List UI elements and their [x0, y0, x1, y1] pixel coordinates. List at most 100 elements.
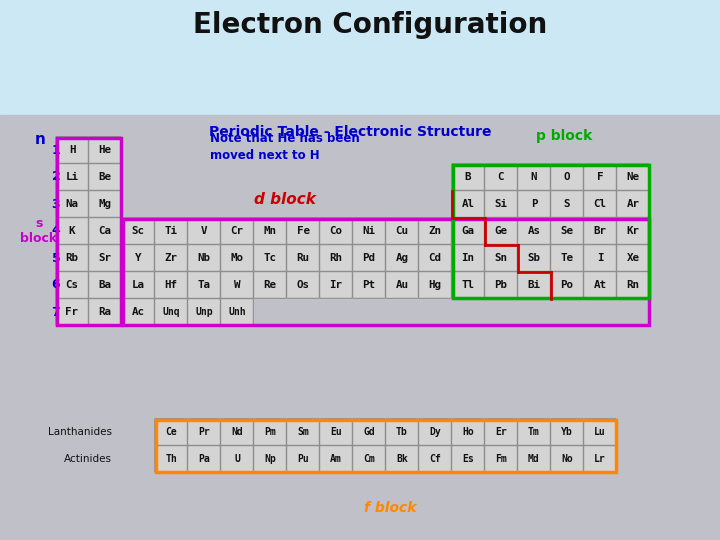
FancyBboxPatch shape [617, 272, 649, 298]
Text: Eu: Eu [330, 427, 342, 437]
FancyBboxPatch shape [353, 272, 385, 298]
Text: Sb: Sb [528, 253, 541, 263]
Text: In: In [462, 253, 474, 263]
FancyBboxPatch shape [122, 272, 154, 298]
FancyBboxPatch shape [485, 272, 517, 298]
FancyBboxPatch shape [485, 164, 517, 190]
Text: Ca: Ca [99, 226, 112, 236]
Text: 1: 1 [52, 144, 60, 157]
Text: Be: Be [99, 172, 112, 182]
FancyBboxPatch shape [451, 191, 485, 217]
FancyBboxPatch shape [221, 218, 253, 244]
FancyBboxPatch shape [89, 272, 121, 298]
FancyBboxPatch shape [485, 191, 517, 217]
FancyBboxPatch shape [451, 272, 485, 298]
FancyBboxPatch shape [155, 446, 187, 472]
FancyBboxPatch shape [584, 272, 616, 298]
Text: Al: Al [462, 199, 474, 209]
FancyBboxPatch shape [188, 272, 220, 298]
Text: Nd: Nd [231, 427, 243, 437]
FancyBboxPatch shape [287, 218, 319, 244]
FancyBboxPatch shape [89, 218, 121, 244]
Text: Cf: Cf [429, 454, 441, 464]
Text: Se: Se [560, 226, 574, 236]
Text: Te: Te [560, 253, 574, 263]
Text: Tb: Tb [396, 427, 408, 437]
Text: Cl: Cl [593, 199, 606, 209]
FancyBboxPatch shape [551, 446, 583, 472]
Text: Bi: Bi [528, 280, 541, 290]
Text: Ir: Ir [330, 280, 343, 290]
FancyBboxPatch shape [617, 245, 649, 271]
FancyBboxPatch shape [386, 418, 418, 445]
FancyBboxPatch shape [320, 272, 352, 298]
Text: Pd: Pd [362, 253, 376, 263]
Text: Pb: Pb [495, 280, 508, 290]
FancyBboxPatch shape [386, 218, 418, 244]
FancyBboxPatch shape [551, 191, 583, 217]
FancyBboxPatch shape [584, 418, 616, 445]
FancyBboxPatch shape [253, 272, 287, 298]
FancyBboxPatch shape [353, 218, 385, 244]
Text: Re: Re [264, 280, 276, 290]
FancyBboxPatch shape [55, 299, 89, 325]
FancyBboxPatch shape [518, 272, 550, 298]
Text: Note that He has been
moved next to H: Note that He has been moved next to H [210, 132, 360, 162]
Text: Ba: Ba [99, 280, 112, 290]
FancyBboxPatch shape [122, 245, 154, 271]
FancyBboxPatch shape [518, 164, 550, 190]
FancyBboxPatch shape [253, 245, 287, 271]
FancyBboxPatch shape [89, 164, 121, 190]
Text: Rb: Rb [66, 253, 78, 263]
Text: Tl: Tl [462, 280, 474, 290]
FancyBboxPatch shape [55, 245, 89, 271]
Text: K: K [68, 226, 76, 236]
FancyBboxPatch shape [188, 299, 220, 325]
FancyBboxPatch shape [419, 218, 451, 244]
Text: No: No [561, 454, 573, 464]
Text: Unq: Unq [162, 307, 180, 317]
Text: Po: Po [560, 280, 574, 290]
FancyBboxPatch shape [55, 137, 89, 163]
Text: Li: Li [66, 172, 78, 182]
Text: Si: Si [495, 199, 508, 209]
FancyBboxPatch shape [155, 418, 187, 445]
Text: Dy: Dy [429, 427, 441, 437]
Text: Th: Th [165, 454, 177, 464]
Text: Cd: Cd [428, 253, 441, 263]
FancyBboxPatch shape [419, 245, 451, 271]
Bar [452, 165, 649, 298]
FancyBboxPatch shape [551, 418, 583, 445]
FancyBboxPatch shape [485, 418, 517, 445]
Text: Sn: Sn [495, 253, 508, 263]
FancyBboxPatch shape [253, 446, 287, 472]
Text: Hf: Hf [164, 280, 178, 290]
FancyBboxPatch shape [551, 245, 583, 271]
Text: He: He [99, 145, 112, 155]
Text: F: F [597, 172, 603, 182]
FancyBboxPatch shape [617, 164, 649, 190]
Text: Cu: Cu [395, 226, 408, 236]
FancyBboxPatch shape [485, 446, 517, 472]
Text: S: S [564, 199, 570, 209]
FancyBboxPatch shape [155, 272, 187, 298]
Text: Ar: Ar [626, 199, 639, 209]
FancyBboxPatch shape [287, 446, 319, 472]
Text: Mn: Mn [264, 226, 276, 236]
Text: Pr: Pr [198, 427, 210, 437]
FancyBboxPatch shape [518, 245, 550, 271]
Text: Fe: Fe [297, 226, 310, 236]
Text: O: O [564, 172, 570, 182]
FancyBboxPatch shape [584, 164, 616, 190]
Text: Au: Au [395, 280, 408, 290]
Text: C: C [498, 172, 504, 182]
Text: Gd: Gd [363, 427, 375, 437]
Text: 2: 2 [52, 171, 60, 184]
FancyBboxPatch shape [287, 245, 319, 271]
Text: Mg: Mg [99, 199, 112, 209]
Text: Lu: Lu [594, 427, 606, 437]
Text: Ni: Ni [362, 226, 376, 236]
Text: Ce: Ce [165, 427, 177, 437]
FancyBboxPatch shape [155, 218, 187, 244]
FancyBboxPatch shape [584, 446, 616, 472]
